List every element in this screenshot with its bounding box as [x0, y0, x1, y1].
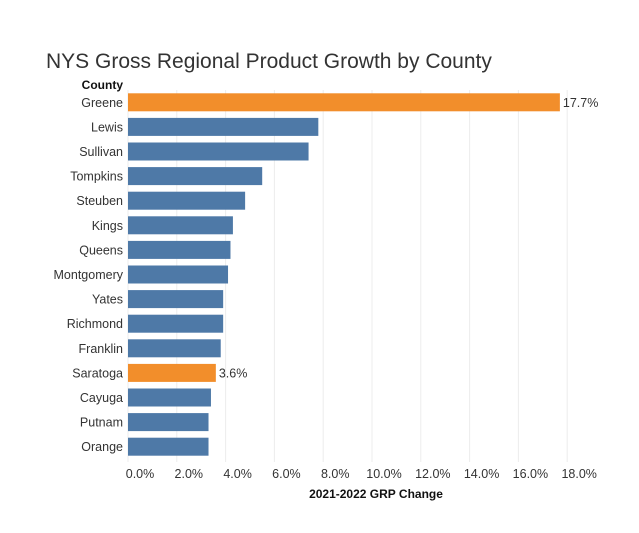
bar-saratoga: [128, 363, 216, 382]
category-label: Steuben: [76, 194, 123, 208]
bar-cayuga: [128, 388, 211, 407]
category-label: Saratoga: [72, 366, 123, 380]
data-label: 3.6%: [219, 366, 248, 380]
x-tick-label: 0.0%: [126, 467, 155, 481]
bar-steuben: [128, 191, 246, 210]
x-tick-label: 12.0%: [415, 467, 450, 481]
x-axis-label: 2021-2022 GRP Change: [309, 487, 443, 501]
chart-title: NYS Gross Regional Product Growth by Cou…: [46, 50, 492, 73]
bar-yates: [128, 290, 224, 309]
bar-queens: [128, 240, 231, 259]
x-tick-label: 4.0%: [223, 467, 252, 481]
category-label: Montgomery: [54, 268, 124, 282]
bars: [128, 93, 560, 456]
row-header: County: [82, 78, 124, 92]
x-tick-label: 8.0%: [321, 467, 350, 481]
bar-greene: [128, 93, 560, 112]
data-label: 17.7%: [563, 96, 598, 110]
category-labels: Greene Lewis Sullivan Tompkins Steuben Kings Q…: [54, 96, 124, 454]
bar-sullivan: [128, 142, 309, 161]
bar-lewis: [128, 117, 319, 136]
category-label: Yates: [92, 293, 123, 307]
category-label: Queens: [79, 243, 123, 257]
category-label: Tompkins: [70, 170, 123, 184]
category-label: Kings: [92, 219, 123, 233]
x-tick-label: 2.0%: [175, 467, 204, 481]
x-tick-label: 6.0%: [272, 467, 301, 481]
bar-kings: [128, 216, 233, 235]
category-label: Sullivan: [79, 145, 123, 159]
category-label: Richmond: [67, 317, 123, 331]
bar-montgomery: [128, 265, 229, 284]
category-label: Orange: [81, 440, 123, 454]
category-label: Putnam: [80, 416, 123, 430]
x-tick-label: 18.0%: [561, 467, 596, 481]
bar-tompkins: [128, 167, 263, 186]
bar-putnam: [128, 413, 209, 432]
x-tick-label: 14.0%: [464, 467, 499, 481]
category-label: Greene: [81, 96, 123, 110]
data-labels: 17.7% 3.6%: [219, 96, 598, 381]
bar-franklin: [128, 339, 221, 358]
bar-richmond: [128, 314, 224, 333]
category-label: Lewis: [91, 120, 123, 134]
category-label: Cayuga: [80, 391, 123, 405]
x-tick-label: 10.0%: [366, 467, 401, 481]
x-tick-label: 16.0%: [513, 467, 548, 481]
category-label: Franklin: [79, 342, 124, 356]
bar-orange: [128, 437, 209, 456]
x-axis-ticks: 0.0% 2.0% 4.0% 6.0% 8.0% 10.0% 12.0% 14.0% 16.0%…: [126, 467, 597, 481]
